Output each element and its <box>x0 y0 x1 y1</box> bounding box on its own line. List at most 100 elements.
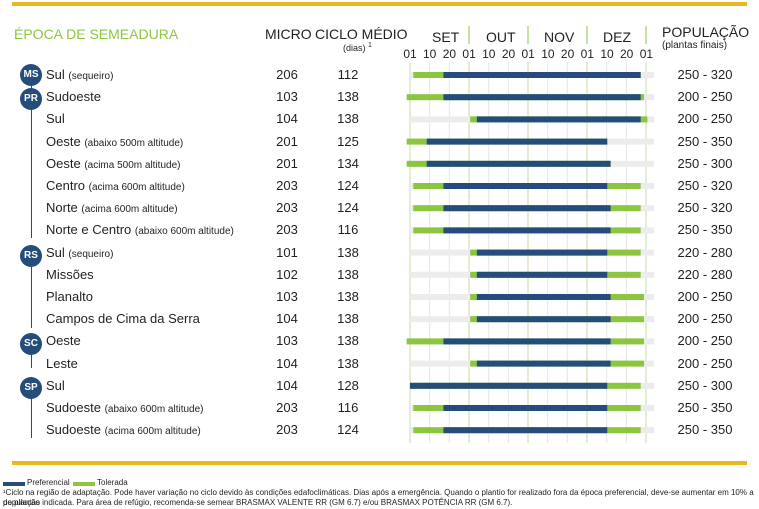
row-micro: 102 <box>276 266 298 282</box>
bar-preferencial <box>476 360 611 367</box>
day-tick-11: 20 <box>620 47 634 61</box>
row-micro: 104 <box>276 355 298 371</box>
row-micro: 103 <box>276 89 298 105</box>
row-name: Sudoeste <box>46 89 101 104</box>
bar-preferencial <box>476 294 611 300</box>
row-ciclo: 124 <box>337 178 359 193</box>
row-name: Sul <box>46 111 65 126</box>
row-ciclo: 138 <box>337 333 359 349</box>
row-ciclo: 128 <box>337 377 359 393</box>
legend-swatch-tolerada <box>73 482 95 486</box>
row-name-text: Missões <box>46 266 94 282</box>
row-name-text: Leste <box>46 355 78 371</box>
footnote-marker: 1 <box>368 42 372 49</box>
bar-preferencial <box>476 316 611 323</box>
day-tick-10: 10 <box>600 47 614 61</box>
row-name-sub: (acima 600m altitude) <box>81 204 178 216</box>
row-name-sub: (abaixo 600m altitude) <box>104 404 204 415</box>
bar-preferencial <box>476 249 608 256</box>
row-name-sub: (sequeiro) <box>68 71 114 82</box>
row-name-text: Planalto <box>46 289 93 304</box>
footnote-line-1: ¹Ciclo na região de adaptação. Pode have… <box>3 488 754 507</box>
bar-preferencial <box>443 227 611 234</box>
day-tick-2: 20 <box>442 47 457 61</box>
row-micro: 203 <box>276 400 298 415</box>
column-title-micro: MICRO <box>265 26 312 42</box>
row-pop: 200 - 250 <box>677 311 733 327</box>
row-name-sub: (abaixo 500m altitude) <box>84 137 184 149</box>
row-ciclo: 138 <box>337 266 359 282</box>
bar-preferencial <box>476 116 641 123</box>
row-ciclo: 134 <box>337 155 359 171</box>
row-micro: 203 <box>276 422 298 438</box>
row-name-text: Sul <box>46 244 65 260</box>
row-ciclo: 138 <box>337 244 359 260</box>
row-pop: 250 - 300 <box>677 155 733 171</box>
row-name-text: Norte e Centro <box>46 222 132 238</box>
bottom-accent-bar <box>12 461 747 465</box>
row-name-sub: (acima 500m altitude) <box>84 159 181 171</box>
bar-preferencial <box>443 94 641 101</box>
bar-preferencial <box>443 72 641 78</box>
row-name-sub: (abaixo 600m altitude) <box>134 226 234 238</box>
day-tick-3: 01 <box>462 47 476 61</box>
bar-preferencial <box>443 427 608 434</box>
month-set: SET <box>432 29 460 45</box>
row-name-text: Campos de Cima da Serra <box>46 311 200 327</box>
row-name-text: Sudoeste <box>46 400 101 415</box>
row-name-text: Oeste <box>46 133 81 149</box>
bar-preferencial <box>443 405 608 411</box>
row-pop: 250 - 350 <box>677 133 733 149</box>
row-name: Leste <box>46 356 78 371</box>
row-micro: 104 <box>276 111 298 127</box>
row-pop: 250 - 320 <box>677 67 733 82</box>
row-micro: 201 <box>276 155 298 171</box>
row-ciclo: 138 <box>337 289 359 304</box>
legend-swatch-preferencial <box>3 482 25 486</box>
row-ciclo: 124 <box>337 200 359 216</box>
row-name: Sudoeste (acima 600m altitude) <box>46 422 201 437</box>
row-name-text: Sul <box>46 67 65 82</box>
bar-preferencial <box>426 160 611 167</box>
row-pop: 250 - 350 <box>677 400 733 415</box>
row-name-sub: (sequeiro) <box>68 248 114 260</box>
day-tick-0: 01 <box>403 47 417 61</box>
row-name: Centro (acima 600m altitude) <box>46 178 185 193</box>
top-accent-bar <box>12 2 747 6</box>
rs-group-line <box>31 258 32 328</box>
row-ciclo: 138 <box>337 89 359 105</box>
row-micro: 201 <box>276 133 298 149</box>
row-name: Oeste <box>46 333 81 348</box>
row-ciclo: 116 <box>337 400 359 415</box>
row-pop: 200 - 250 <box>677 355 733 371</box>
row-pop: 200 - 250 <box>677 89 733 105</box>
row-name: Sul (sequeiro) <box>46 245 113 260</box>
row-name-text: Oeste <box>46 333 81 349</box>
day-tick-8: 20 <box>560 47 575 61</box>
row-name-text: Sudoeste <box>46 89 101 105</box>
row-name: Oeste (acima 500m altitude) <box>46 156 180 171</box>
month-nov: NOV <box>544 29 575 45</box>
column-title-populacao: POPULAÇÃO <box>662 24 750 40</box>
row-pop: 250 - 350 <box>677 222 733 238</box>
day-tick-5: 20 <box>501 47 516 61</box>
row-name: Oeste (abaixo 500m altitude) <box>46 134 183 149</box>
row-pop: 200 - 250 <box>677 333 733 349</box>
day-tick-labels: 01 10 20 01 10 20 01 10 20 01 10 20 01 <box>400 47 653 61</box>
row-name: Sul <box>46 378 65 393</box>
day-tick-1: 10 <box>423 47 437 61</box>
bar-preferencial <box>410 382 608 389</box>
row-micro: 103 <box>276 333 298 349</box>
state-badge-sc: SC <box>20 333 42 355</box>
bar-preferencial <box>426 138 608 145</box>
row-micro: 104 <box>276 377 298 393</box>
row-micro: 103 <box>276 289 298 304</box>
row-ciclo: 124 <box>337 422 359 438</box>
row-pop: 250 - 350 <box>677 422 733 438</box>
row-name-text: Sul <box>46 377 65 393</box>
footnote-line-2: de plantas indicada. Para área de refúgi… <box>3 498 513 507</box>
column-title-ciclo: CICLO MÉDIO <box>315 26 408 42</box>
pr-group-line <box>31 78 32 238</box>
row-name: Sudoeste (abaixo 600m altitude) <box>46 400 204 415</box>
row-ciclo: 125 <box>337 133 359 149</box>
